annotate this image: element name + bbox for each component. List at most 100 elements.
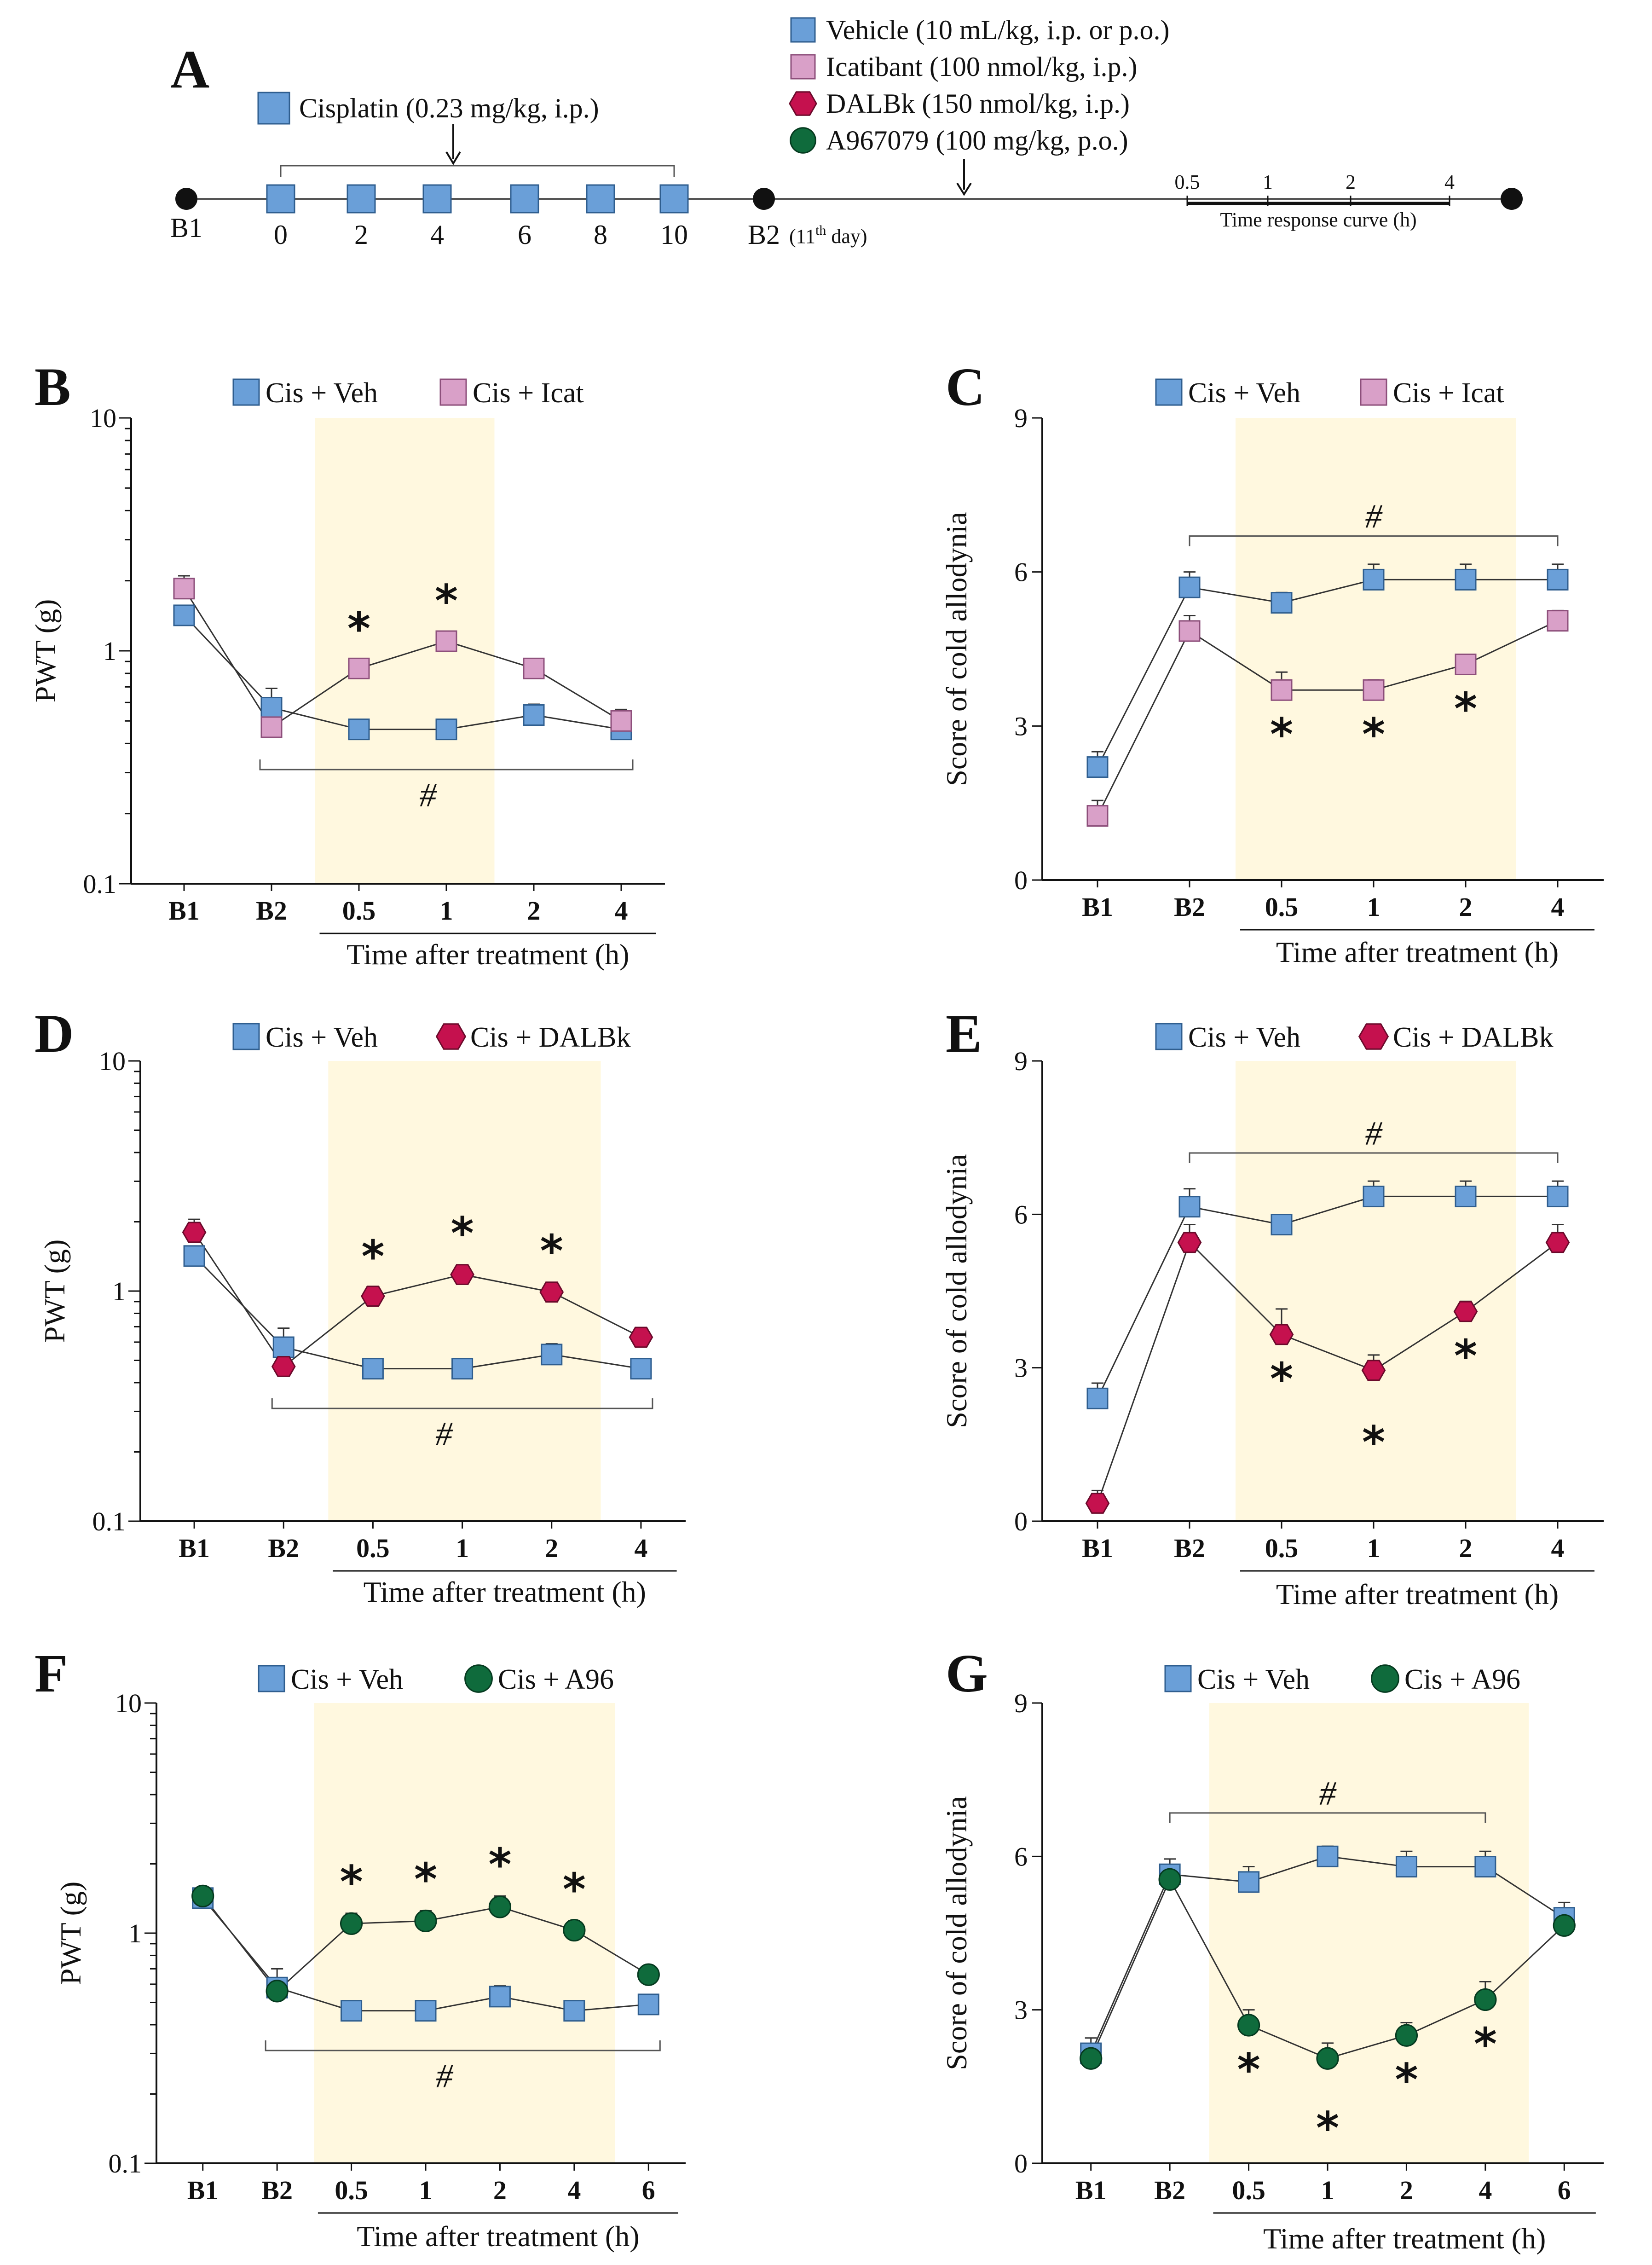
data-point — [272, 1336, 295, 1358]
legend-marker — [258, 1665, 285, 1692]
x-tick-label: 2 — [527, 896, 541, 926]
data-point — [435, 718, 457, 741]
legend-marker — [232, 1023, 260, 1050]
significance-star: * — [1454, 1330, 1477, 1382]
significance-star: * — [347, 603, 370, 655]
data-point — [1269, 1324, 1294, 1345]
treatment-legend-label: A967079 (100 mg/kg, p.o.) — [826, 125, 1128, 156]
x-tick-label: 0.5 — [356, 1533, 390, 1563]
x-tick-label: 4 — [1551, 892, 1565, 922]
data-point — [1547, 1185, 1569, 1207]
y-tick-label: 9 — [1014, 1046, 1028, 1076]
data-point — [539, 1281, 564, 1303]
data-point — [451, 1358, 474, 1380]
x-tick-label: 0.5 — [342, 896, 376, 926]
x-tick-label: B1 — [1082, 892, 1113, 922]
x-tick-label: B2 — [1154, 2175, 1185, 2205]
data-point — [450, 1264, 474, 1285]
data-point — [435, 630, 457, 652]
y-tick-label: 1 — [128, 1918, 142, 1948]
timeline-day-label: 4 — [430, 220, 444, 250]
data-point — [523, 704, 545, 726]
significance-hash: # — [436, 2057, 454, 2095]
x-tick-label: 6 — [1558, 2175, 1571, 2205]
significance-star: * — [1316, 2103, 1339, 2154]
y-axis-title: PWT (g) — [29, 599, 62, 703]
significance-hash: # — [435, 1415, 453, 1453]
x-tick-label: 0.5 — [335, 2175, 368, 2205]
time-curve-label: Time response curve (h) — [1220, 209, 1416, 231]
data-point — [1086, 756, 1109, 778]
data-point — [348, 657, 370, 679]
data-point — [183, 1245, 205, 1267]
x-tick-label: B2 — [261, 2175, 293, 2205]
data-point — [1453, 1301, 1478, 1322]
data-point — [1455, 568, 1477, 591]
x-tick-label: 2 — [493, 2175, 507, 2205]
treatment-window-shade — [1236, 1061, 1516, 1521]
x-tick-label: 2 — [1459, 892, 1473, 922]
y-tick-label: 0 — [1014, 2149, 1028, 2178]
significance-bracket — [271, 1398, 653, 1409]
significance-bracket — [1189, 1152, 1559, 1163]
x-tick-label: 1 — [419, 2175, 433, 2205]
data-point — [1553, 1914, 1576, 1937]
x-axis-title: Time after treatment (h) — [347, 938, 629, 971]
legend-label: Cis + Veh — [1188, 1022, 1300, 1053]
data-point — [563, 1918, 586, 1942]
data-point — [1178, 620, 1201, 642]
cisplatin-arrowhead — [445, 151, 461, 165]
legend-label: Cis + DALBk — [470, 1022, 630, 1053]
panel-letter-d: D — [35, 1003, 74, 1064]
y-tick-label: 6 — [1014, 1842, 1028, 1871]
legend-marker — [1155, 1023, 1183, 1050]
timeline-dose-marker — [266, 184, 295, 214]
y-tick-label: 0.1 — [109, 2149, 142, 2178]
treatment-legend-marker — [790, 54, 816, 80]
data-point — [415, 2000, 437, 2022]
legend-marker — [1164, 1665, 1192, 1692]
x-tick-label: 1 — [456, 1533, 469, 1563]
timeline-b2-label: B2 — [748, 220, 780, 250]
panel-letter-a: A — [170, 39, 209, 99]
data-point — [1361, 1360, 1386, 1381]
y-axis-title: PWT (g) — [54, 1882, 87, 1985]
x-tick-label: 1 — [1321, 2175, 1334, 2205]
treatment-legend-marker — [789, 91, 817, 116]
data-point — [266, 1980, 289, 2003]
data-point — [260, 716, 283, 738]
data-point — [630, 1358, 652, 1380]
x-tick-label: B2 — [268, 1533, 299, 1563]
data-point — [362, 1358, 384, 1380]
data-point — [563, 2000, 585, 2022]
data-point — [1395, 1856, 1417, 1878]
y-tick-label: 6 — [1014, 1199, 1028, 1229]
treatment-legend-label: Icatibant (100 nmol/kg, i.p.) — [826, 52, 1138, 82]
data-point — [1158, 1868, 1181, 1891]
chart-panel-d: D 0.1 1 10 B1 B2 0.5 1 2 4 Time after treatment (h… — [35, 1003, 686, 1608]
data-point — [1363, 568, 1385, 591]
data-point — [1177, 1232, 1202, 1253]
data-point — [1237, 2014, 1260, 2037]
y-tick-label: 0 — [1014, 865, 1028, 895]
data-point — [361, 1286, 385, 1307]
data-point — [1271, 679, 1293, 701]
chart-panel-e: E 0 3 6 9 B1 B2 0.5 1 2 4 Time after treatment (h) S… — [940, 1003, 1604, 1610]
data-point — [348, 718, 370, 741]
legend-label: Cis + Veh — [266, 1022, 378, 1053]
treatment-legend-marker — [790, 17, 816, 43]
data-point — [637, 1993, 659, 2016]
treatment-legend-label: DALBk (150 nmol/kg, i.p.) — [826, 88, 1130, 119]
significance-star: * — [1362, 709, 1385, 760]
y-axis-title: PWT (g) — [38, 1240, 71, 1343]
data-point — [1547, 610, 1569, 632]
significance-star: * — [563, 1864, 586, 1915]
data-point — [1316, 2047, 1339, 2070]
y-axis-title: Score of cold allodynia — [940, 1796, 973, 2070]
timeline-dose-marker — [659, 184, 689, 214]
data-point — [414, 1909, 437, 1933]
legend-label: Cis + Veh — [291, 1664, 403, 1695]
